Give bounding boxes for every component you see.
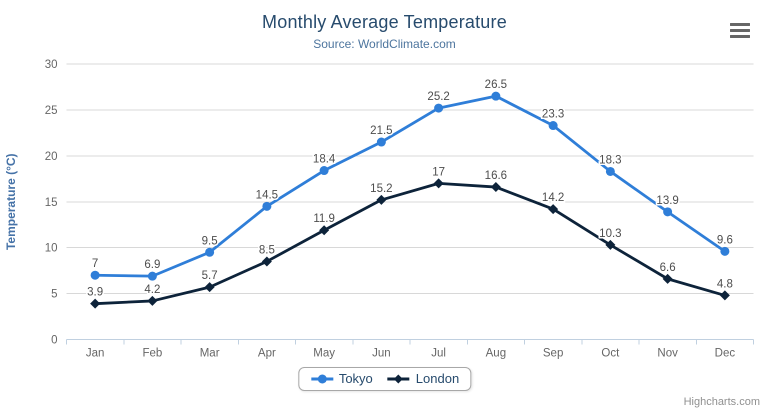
- chart-title: Monthly Average Temperature: [262, 12, 507, 32]
- data-label: 9.5: [202, 235, 218, 247]
- data-label: 6.6: [660, 262, 676, 274]
- x-axis-label: May: [313, 348, 335, 360]
- marker-london[interactable]: [605, 239, 616, 250]
- data-label: 23.3: [542, 109, 564, 121]
- legend-item-label: Tokyo: [338, 371, 373, 386]
- data-label: 14.2: [542, 192, 564, 204]
- x-axis-label: Apr: [258, 348, 276, 360]
- marker-tokyo[interactable]: [147, 271, 157, 281]
- marker-tokyo[interactable]: [491, 91, 501, 101]
- data-label: 21.5: [370, 125, 392, 137]
- hamburger-bar: [730, 23, 750, 26]
- y-axis-label: 20: [45, 151, 58, 163]
- data-label: 10.3: [599, 228, 621, 240]
- y-axis-label: 0: [51, 335, 57, 347]
- marker-london[interactable]: [204, 282, 215, 293]
- legend: Tokyo London: [297, 367, 472, 391]
- marker-london[interactable]: [319, 225, 330, 236]
- x-axis-label: Aug: [486, 348, 506, 360]
- marker-london[interactable]: [147, 295, 158, 306]
- data-label: 4.2: [144, 284, 160, 296]
- marker-london[interactable]: [719, 290, 730, 301]
- marker-tokyo[interactable]: [262, 201, 272, 211]
- data-label: 15.2: [370, 183, 392, 195]
- data-label: 18.3: [599, 154, 621, 166]
- marker-london[interactable]: [548, 204, 559, 215]
- legend-item-london[interactable]: London: [387, 371, 459, 386]
- data-label: 9.6: [717, 234, 733, 246]
- legend-item-label: London: [415, 371, 460, 386]
- marker-london[interactable]: [662, 273, 673, 284]
- data-label: 16.6: [485, 170, 507, 182]
- marker-tokyo[interactable]: [720, 246, 730, 256]
- y-axis-label: 25: [45, 105, 58, 117]
- marker-tokyo[interactable]: [376, 137, 386, 147]
- data-label: 26.5: [485, 79, 507, 91]
- legend-marker-circle-icon: [310, 374, 333, 383]
- marker-tokyo[interactable]: [434, 103, 444, 113]
- hamburger-bar: [730, 29, 750, 32]
- x-axis-label: Nov: [657, 348, 678, 360]
- marker-london[interactable]: [90, 298, 101, 309]
- x-axis-label: Mar: [200, 348, 220, 360]
- data-label: 14.5: [256, 189, 278, 201]
- marker-london[interactable]: [261, 256, 272, 267]
- data-label: 17: [432, 166, 445, 178]
- data-label: 4.8: [717, 278, 733, 290]
- hamburger-menu-icon[interactable]: [730, 23, 750, 41]
- marker-london[interactable]: [433, 178, 444, 189]
- x-axis-label: Jul: [431, 348, 446, 360]
- marker-tokyo[interactable]: [663, 207, 673, 217]
- x-axis-label: Dec: [715, 348, 736, 360]
- data-label: 18.4: [313, 154, 336, 166]
- data-label: 13.9: [656, 195, 678, 207]
- data-label: 5.7: [202, 270, 218, 282]
- data-label: 25.2: [427, 91, 449, 103]
- marker-london[interactable]: [490, 182, 501, 193]
- data-label: 6.9: [144, 259, 160, 271]
- x-axis-label: Oct: [601, 348, 620, 360]
- x-axis-label: Jun: [372, 348, 391, 360]
- x-axis-label: Feb: [142, 348, 162, 360]
- legend-marker-diamond-icon: [387, 374, 410, 383]
- y-axis-label: 5: [51, 289, 57, 301]
- y-axis-title: Temperature (°C): [4, 153, 18, 250]
- x-axis-label: Sep: [543, 348, 563, 360]
- marker-london[interactable]: [376, 194, 387, 205]
- x-axis-label: Jan: [86, 348, 105, 360]
- data-label: 7: [92, 258, 98, 270]
- data-label: 3.9: [87, 287, 103, 299]
- marker-tokyo[interactable]: [605, 166, 615, 176]
- credits-link[interactable]: Highcharts.com: [683, 396, 760, 408]
- data-label: 8.5: [259, 244, 275, 256]
- y-axis-label: 10: [45, 243, 58, 255]
- marker-tokyo[interactable]: [90, 270, 100, 280]
- series-line-london: [93, 181, 727, 306]
- marker-tokyo[interactable]: [319, 166, 329, 176]
- series-line-tokyo: [93, 94, 727, 278]
- chart-subtitle: Source: WorldClimate.com: [313, 37, 456, 51]
- y-axis-label: 30: [45, 59, 58, 71]
- marker-tokyo[interactable]: [205, 247, 215, 257]
- legend-item-tokyo[interactable]: Tokyo: [310, 371, 373, 386]
- marker-tokyo[interactable]: [548, 121, 558, 131]
- hamburger-bar: [730, 35, 750, 38]
- data-label: 11.9: [313, 213, 335, 225]
- y-axis-label: 15: [45, 197, 58, 209]
